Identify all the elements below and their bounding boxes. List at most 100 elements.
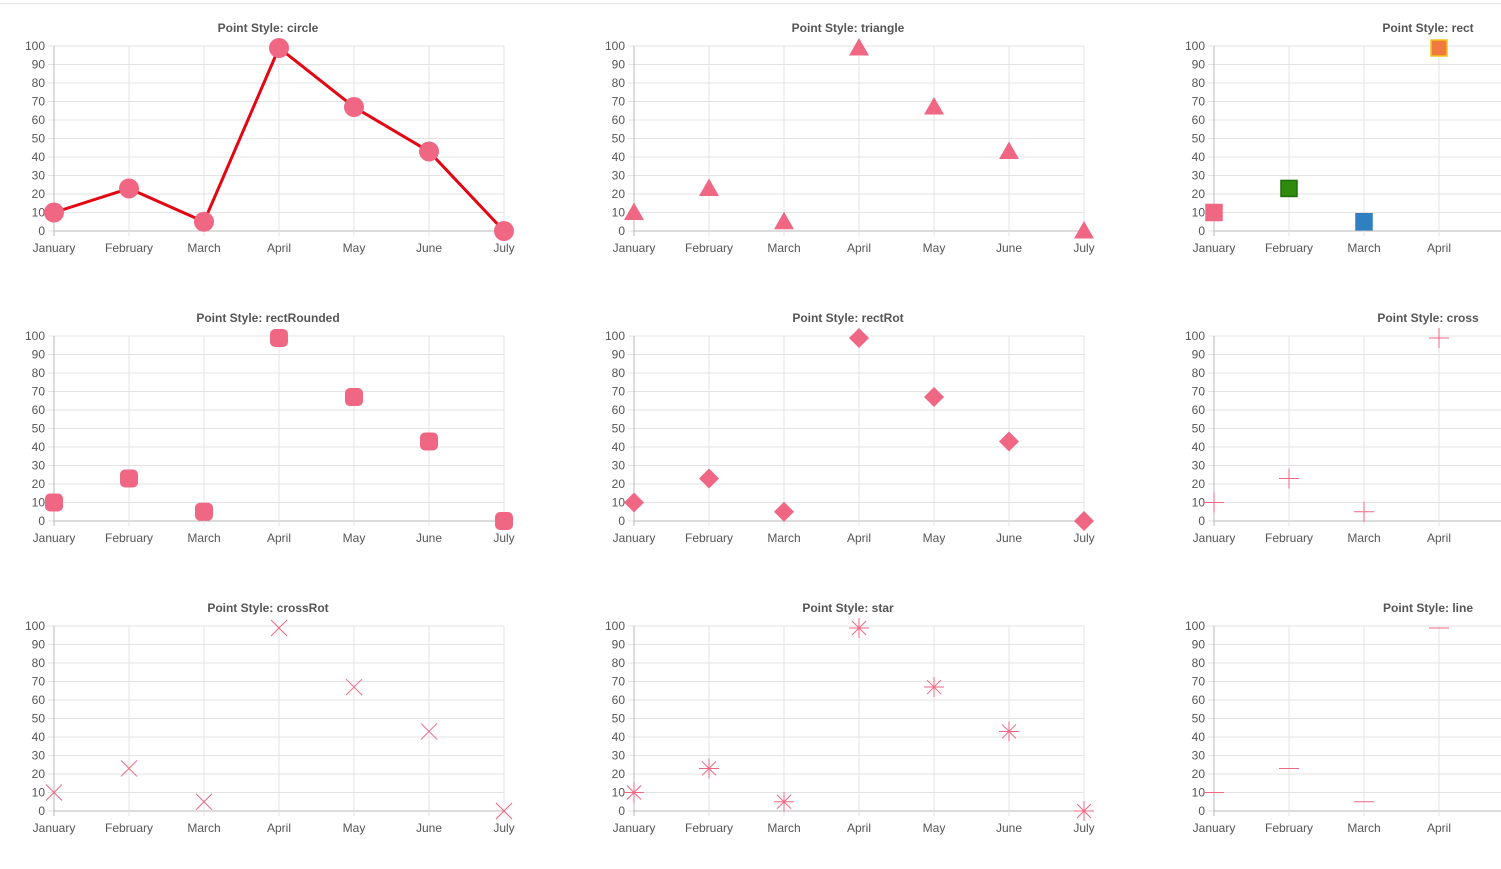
data-point [624, 492, 644, 513]
y-tick-label: 80 [32, 76, 46, 90]
x-tick-label: January [33, 241, 76, 255]
y-tick-label: 70 [612, 385, 626, 399]
y-tick-label: 70 [1192, 675, 1206, 689]
data-point [1279, 468, 1299, 489]
data-point [849, 618, 869, 638]
data-point [699, 468, 719, 489]
data-point [1074, 221, 1094, 239]
data-point [849, 38, 869, 56]
y-tick-label: 60 [1192, 403, 1206, 417]
y-tick-label: 50 [1192, 712, 1206, 726]
x-tick-label: February [105, 531, 153, 545]
data-point [1074, 801, 1094, 821]
y-tick-label: 100 [605, 329, 625, 343]
y-tick-label: 70 [612, 675, 626, 689]
y-tick-label: 20 [32, 187, 46, 201]
x-tick-label: April [847, 241, 871, 255]
y-tick-label: 0 [38, 804, 45, 818]
chart-panel-crossRot: Point Style: crossRot 0 10 20 30 40 50 60 70 80 90… [25, 601, 515, 835]
y-tick-label: 10 [1192, 786, 1206, 800]
y-tick-label: 20 [1192, 187, 1206, 201]
x-tick-label: January [33, 821, 76, 835]
y-tick-label: 70 [32, 675, 46, 689]
data-point [774, 501, 794, 522]
y-tick-label: 40 [612, 440, 626, 454]
x-tick-label: April [267, 241, 291, 255]
data-point [269, 38, 289, 58]
data-point [194, 211, 214, 232]
data-point [44, 202, 64, 223]
chart-panel-rectRounded: Point Style: rectRounded 0 10 20 30 40 50 60 70 8… [25, 311, 515, 545]
y-tick-label: 20 [612, 477, 626, 491]
x-tick-label: April [1427, 241, 1451, 255]
x-tick-label: June [416, 821, 442, 835]
y-tick-label: 80 [612, 76, 626, 90]
data-point [624, 782, 644, 803]
y-tick-label: 50 [1192, 422, 1206, 436]
y-tick-label: 40 [1192, 440, 1206, 454]
x-tick-label: January [33, 531, 76, 545]
x-tick-label: March [187, 531, 220, 545]
y-tick-label: 90 [612, 348, 626, 362]
y-tick-label: 100 [1185, 619, 1205, 633]
y-tick-label: 90 [1192, 58, 1206, 72]
x-tick-label: February [105, 821, 153, 835]
x-tick-label: March [187, 821, 220, 835]
y-tick-label: 30 [612, 459, 626, 473]
y-tick-label: 0 [618, 514, 625, 528]
y-tick-label: 20 [32, 767, 46, 781]
x-tick-label: January [613, 241, 656, 255]
y-tick-label: 10 [32, 496, 46, 510]
y-tick-label: 50 [612, 712, 626, 726]
y-tick-label: 80 [1192, 366, 1206, 380]
y-tick-label: 70 [1192, 95, 1206, 109]
chart-title: Point Style: star [802, 601, 894, 615]
data-point [345, 388, 363, 407]
y-tick-label: 60 [32, 113, 46, 127]
chart-title: Point Style: rect [1382, 21, 1473, 35]
y-tick-label: 100 [1185, 329, 1205, 343]
data-point [774, 211, 794, 230]
x-tick-label: January [1193, 531, 1236, 545]
y-tick-label: 100 [25, 39, 45, 53]
y-tick-label: 90 [1192, 638, 1206, 652]
x-tick-label: March [767, 821, 800, 835]
data-point [270, 329, 288, 347]
data-point [999, 431, 1019, 452]
chart-title: Point Style: rectRounded [196, 311, 339, 325]
data-point [774, 791, 794, 812]
y-tick-label: 100 [25, 329, 45, 343]
x-tick-label: April [267, 821, 291, 835]
y-tick-label: 10 [612, 496, 626, 510]
data-point [849, 328, 869, 348]
y-tick-label: 10 [32, 786, 46, 800]
data-point [45, 493, 63, 512]
y-tick-label: 70 [612, 95, 626, 109]
y-tick-label: 100 [1185, 39, 1205, 53]
x-tick-label: February [105, 241, 153, 255]
x-tick-label: June [996, 531, 1022, 545]
y-tick-label: 70 [1192, 385, 1206, 399]
y-tick-label: 60 [1192, 113, 1206, 127]
x-tick-label: June [416, 241, 442, 255]
data-point [45, 784, 63, 801]
data-point [1355, 213, 1373, 231]
data-point [1354, 501, 1374, 522]
y-tick-label: 70 [32, 385, 46, 399]
data-point [1204, 492, 1224, 513]
data-point [999, 141, 1019, 159]
y-tick-label: 80 [32, 656, 46, 670]
x-tick-label: January [613, 531, 656, 545]
y-tick-label: 80 [612, 656, 626, 670]
chart-title: Point Style: rectRot [792, 311, 903, 325]
x-tick-label: July [1073, 531, 1094, 545]
x-tick-label: February [685, 241, 733, 255]
x-tick-label: May [343, 531, 366, 545]
x-tick-label: February [685, 531, 733, 545]
y-tick-label: 30 [1192, 169, 1206, 183]
x-tick-label: April [847, 531, 871, 545]
x-tick-label: March [1347, 241, 1380, 255]
x-tick-label: February [1265, 531, 1313, 545]
x-tick-label: May [923, 241, 946, 255]
